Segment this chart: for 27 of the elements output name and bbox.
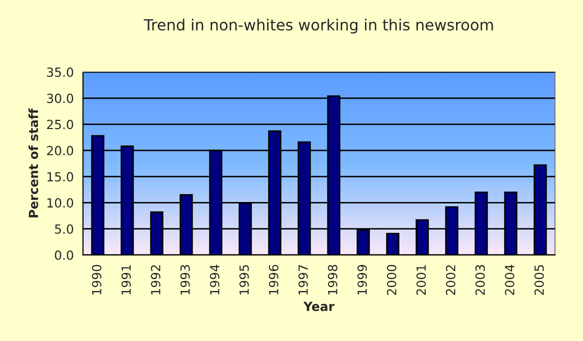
x-tick-label: 1990 bbox=[92, 264, 102, 294]
y-tick-label: 30.0 bbox=[47, 94, 74, 104]
x-tick-label: 1991 bbox=[121, 265, 131, 294]
y-tick-label: 35.0 bbox=[47, 67, 74, 77]
chart-title: Trend in non-whites working in this newsroom bbox=[144, 18, 493, 34]
x-tick-label: 2000 bbox=[386, 264, 396, 295]
y-tick-label: 25.0 bbox=[47, 120, 74, 130]
x-tick-label: 1997 bbox=[298, 265, 308, 294]
y-tick-label: 10.0 bbox=[48, 198, 74, 208]
y-tick-label: 15.0 bbox=[48, 172, 74, 182]
x-tick-label: 1992 bbox=[150, 265, 160, 294]
x-tick-label: 2001 bbox=[416, 265, 426, 295]
x-tick-label: 1995 bbox=[239, 265, 249, 294]
x-tick-label: 2005 bbox=[534, 265, 544, 295]
y-axis-title: Percent of staff bbox=[28, 108, 38, 218]
y-tick-label: 0.0 bbox=[54, 250, 74, 260]
x-tick-label: 2003 bbox=[475, 265, 485, 295]
x-tick-label: 2002 bbox=[446, 265, 456, 295]
y-tick-label: 5.0 bbox=[55, 224, 74, 234]
x-tick-label: 1994 bbox=[210, 264, 220, 294]
x-tick-label: 1996 bbox=[268, 264, 278, 294]
x-tick-label: 1998 bbox=[328, 264, 338, 294]
x-tick-label: 1993 bbox=[180, 265, 190, 294]
x-axis-title: Year bbox=[303, 302, 334, 312]
x-tick-label: 2004 bbox=[504, 264, 514, 295]
y-tick-label: 20.0 bbox=[47, 146, 74, 156]
x-tick-label: 1999 bbox=[357, 264, 367, 294]
